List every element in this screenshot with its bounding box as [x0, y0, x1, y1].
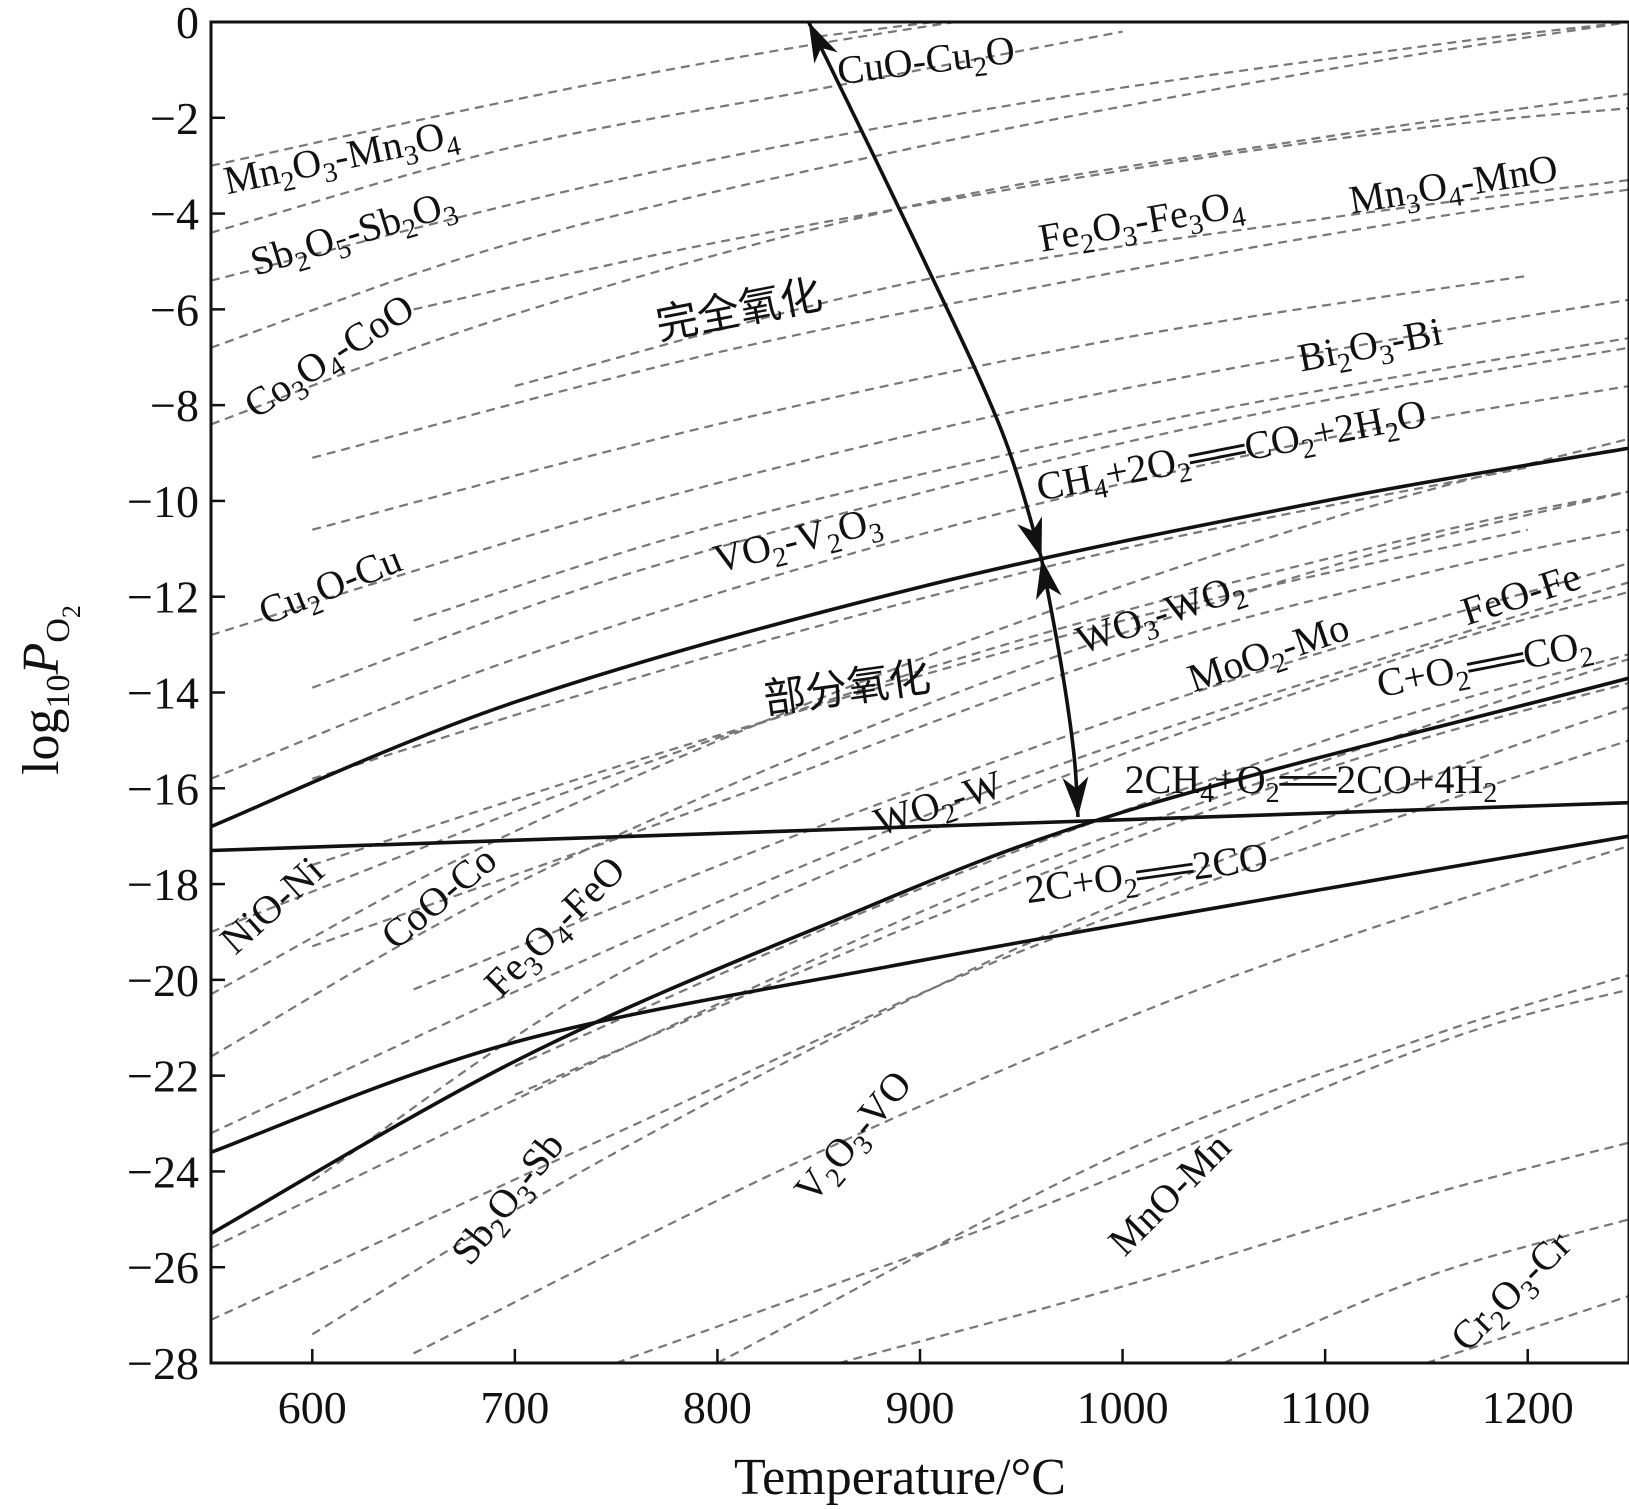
y-tick-label: −10 [127, 476, 199, 527]
dashed-line-cu2o-cu [211, 384, 1629, 780]
x-tick-label: 600 [278, 1382, 347, 1433]
arrow-partial-oxidation-head-end [1062, 776, 1089, 818]
dashed-line-nio-ni [211, 437, 1629, 996]
dashed-line-extra-6 [311, 466, 1528, 780]
dashed-line-extra-11 [211, 739, 1629, 1321]
dashed-line-extra-8 [211, 490, 1629, 934]
y-axis-title: log10PO2 [13, 605, 86, 775]
dashed-line-fe2o3-fe3o4 [413, 107, 1629, 311]
dashed-line-extra-1 [211, 22, 963, 167]
y-tick-label: −22 [127, 1051, 199, 1102]
y-tick-label: −16 [127, 763, 199, 814]
dashed-line-moo2-mo [413, 562, 1629, 991]
arrow-full-oxidation-shaft [806, 21, 1044, 559]
curve-label-mn2o3-mn3o4: Mn2​O3​-Mn3​O4​ [220, 110, 464, 210]
dashed-line-coo-co [211, 490, 1629, 1058]
curve-labels: CuO-Cu2​OMn2​O3​-Mn3​O4​Sb2​O5​-Sb2​O3​F… [211, 27, 1597, 1365]
solid-line-2c-o2-2co [211, 834, 1629, 1154]
dashed-line-cr2o3-cr [1426, 1294, 1629, 1363]
y-tick-label: −26 [127, 1242, 199, 1293]
axis-ticks: 0 −2 −4 −6 −8 −10 −12 −14 −16 −18 −20 −22 −24 −26 −28 6… [127, 0, 1574, 1433]
x-tick-label: 1100 [1280, 1382, 1370, 1433]
x-tick-label: 1000 [1077, 1382, 1169, 1433]
curve-label-cuo-cu2o: CuO-Cu2​O [835, 27, 1018, 100]
dashed-line-extra-14 [1223, 1218, 1629, 1363]
dashed-line-sb2o3-sb [311, 705, 1629, 1336]
dashed-line-extra-5 [211, 298, 1629, 637]
curve-label-2ch4-o2-2co-4h2: 2CH4​+O2​══2CO+4H2​ [1125, 757, 1498, 809]
curve-label-fe2o3-fe3o4: Fe2​O3​-Fe3​O4​ [1035, 180, 1248, 267]
y-tick-label: −12 [127, 572, 199, 623]
dashed-line-extra-12 [413, 844, 1629, 1355]
dashed-line-wo2-w [514, 681, 1629, 1096]
dashed-line-extra-4 [312, 274, 1528, 531]
solid-line-ch4-2o2-co2-2h2o [211, 446, 1629, 829]
arrow-partial-oxidation-shaft [1039, 558, 1080, 818]
dashed-line-extra-7 [311, 528, 1528, 866]
dashed-line-mn3o4-mno [514, 178, 1629, 388]
dashed-line-extra-9 [211, 581, 1629, 1135]
x-tick-label: 700 [480, 1382, 549, 1433]
dashed-equilibrium-lines [211, 22, 1629, 1363]
oxidation-arrows [806, 21, 1089, 818]
y-tick-label: −14 [127, 668, 199, 719]
solid-line-c-o2-co2 [211, 676, 1629, 1236]
solid-reaction-lines [211, 446, 1629, 1236]
y-tick-label: −20 [127, 955, 199, 1006]
dashed-line-vo2-v2o3 [311, 346, 1629, 689]
dashed-line-sb2o5-sb2o3 [211, 22, 1629, 349]
dashed-line-mn2o3-mn3o4 [211, 30, 1123, 234]
dashed-line-co3o4-coo [211, 92, 1629, 426]
y-tick-label: −18 [127, 859, 199, 910]
y-tick-label: −24 [127, 1146, 199, 1197]
x-tick-label: 800 [683, 1382, 752, 1433]
dashed-line-extra-10 [211, 657, 1629, 1250]
x-axis-title: Temperature/°C [734, 1449, 1066, 1506]
curve-label-mn3o4-mno: Mn3​O4​-MnO [1346, 145, 1562, 229]
dashed-line-bi2o3-bi [413, 337, 1629, 622]
y-tick-label: −6 [150, 284, 199, 335]
x-tick-label: 1200 [1482, 1382, 1574, 1433]
dashed-line-extra-2 [211, 22, 1629, 282]
dashed-line-fe3o4-feo [311, 590, 1629, 1182]
y-tick-label: −4 [150, 189, 199, 240]
x-tick-label: 900 [886, 1382, 955, 1433]
dashed-line-wo3-wo2 [311, 528, 1629, 948]
solid-line-2ch4-o2-2co-4h2 [211, 800, 1629, 853]
arrow-full-oxidation-head-end [1017, 516, 1042, 559]
dashed-line-v2o3-vo [615, 988, 1629, 1363]
y-tick-label: −28 [127, 1338, 199, 1389]
y-tick-label: 0 [176, 0, 199, 48]
axis-titles: Temperature/°C log10PO2 [13, 605, 1066, 1506]
dashed-line-extra-3 [312, 188, 1629, 459]
arrow-full-oxidation-head-start [808, 22, 838, 64]
y-tick-label: −2 [150, 93, 199, 144]
y-tick-label: −8 [150, 380, 199, 431]
curve-label-cr2o3-cr: Cr2​O3​-Cr [1441, 1222, 1584, 1365]
arrow-partial-oxidation-head-start [1035, 558, 1062, 601]
dashed-line-extra-13 [716, 974, 1629, 1363]
